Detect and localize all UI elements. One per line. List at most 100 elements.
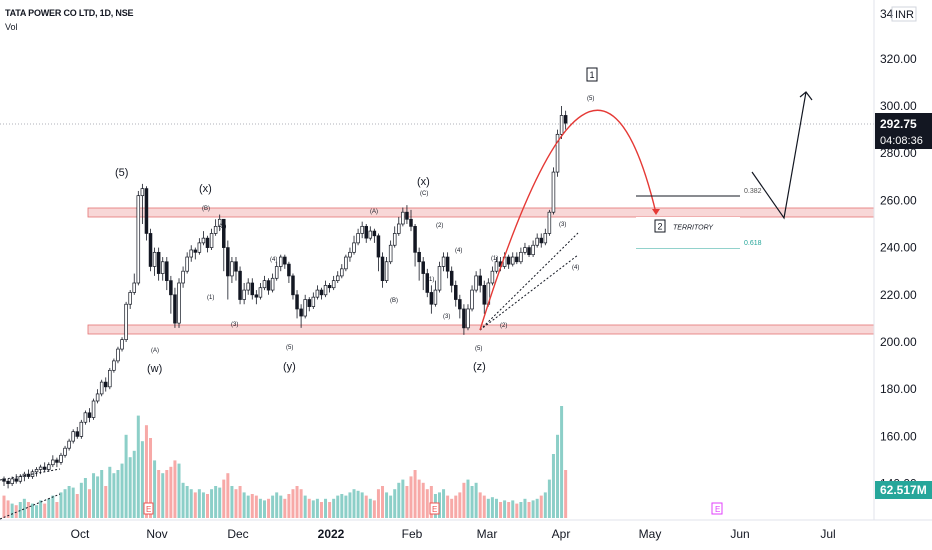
volume-bar — [372, 500, 376, 518]
earnings-marker[interactable] — [143, 502, 154, 515]
volume-bar — [450, 498, 454, 518]
candle-body — [555, 133, 560, 173]
volume-bar — [560, 406, 564, 518]
volume-bar — [328, 502, 332, 518]
volume-bar — [108, 466, 112, 518]
candle-body — [112, 360, 116, 371]
price-tick-label: 160.00 — [880, 429, 917, 443]
minor-label: (2) — [436, 223, 443, 229]
volume-bar — [385, 492, 389, 518]
future-earnings-marker[interactable] — [711, 502, 723, 515]
candle-body — [213, 226, 218, 234]
candle-body — [242, 289, 246, 300]
volume-bar — [482, 495, 486, 518]
candle-body — [217, 218, 222, 227]
candle-body — [421, 261, 425, 274]
time-tick-label: 2022 — [318, 527, 345, 541]
left-channel-lower — [0, 493, 61, 520]
minor-label: (5) — [286, 345, 293, 351]
candle-body — [535, 237, 539, 246]
volume-bar — [230, 486, 234, 518]
volume-bar — [397, 482, 401, 518]
volume-bar — [63, 489, 67, 518]
volume-bar — [409, 476, 413, 518]
volume-bar — [267, 498, 271, 518]
volume-bar — [360, 492, 364, 518]
candle-body — [335, 275, 340, 281]
volume-bar — [405, 486, 409, 518]
volume-bar — [368, 498, 372, 518]
volume-bar — [2, 495, 6, 518]
candle-body — [515, 256, 519, 263]
volume-bar — [193, 492, 197, 518]
candle-body — [543, 233, 548, 244]
candle-body — [295, 294, 299, 310]
time-tick-label: Mar — [477, 527, 498, 541]
candle-body — [433, 289, 438, 305]
candle-body — [250, 282, 255, 296]
price-tick-label: 300.00 — [880, 99, 917, 113]
volume-bar — [201, 492, 205, 518]
volume-bar — [246, 495, 250, 518]
volume-bar — [140, 441, 144, 518]
volume-bar — [429, 486, 433, 518]
volume-bar — [96, 476, 100, 518]
candle-body — [55, 459, 59, 463]
volume-bar — [564, 470, 568, 518]
candle-body — [299, 308, 303, 317]
volume-bar — [258, 498, 262, 518]
volume-bar — [47, 498, 51, 518]
candle-body — [120, 339, 124, 350]
volume-bar — [39, 500, 43, 518]
territory-label: TERRITORY — [673, 225, 714, 232]
minor-label: (1) — [491, 256, 498, 262]
minor-label: (C) — [420, 191, 428, 197]
candle-body — [169, 280, 173, 296]
candle-body — [152, 251, 157, 267]
candle-body — [99, 381, 104, 395]
volume-bar — [466, 479, 470, 518]
candle-body — [331, 280, 336, 289]
candle-body — [482, 285, 487, 305]
minor-label: (A) — [370, 209, 378, 215]
candle-body — [287, 263, 291, 277]
candle-body — [6, 480, 10, 484]
volume-bar — [287, 494, 291, 518]
time-axis[interactable]: Oct Nov Dec 2022 Feb Mar Apr May Jun Jul — [71, 527, 836, 541]
earnings-marker[interactable] — [429, 502, 440, 515]
volume-bar — [486, 498, 490, 518]
volume-bar — [279, 495, 283, 518]
candle-body — [445, 256, 450, 272]
earnings-marker-label: E — [146, 505, 151, 514]
candle-body — [409, 218, 413, 227]
price-axis[interactable]: 320.00 300.00 280.00 260.00 240.00 220.00 200.… — [880, 52, 917, 491]
candle-body — [405, 211, 409, 220]
volume-bar — [132, 450, 136, 518]
currency-label[interactable]: INR — [895, 9, 914, 21]
volume-bar — [547, 479, 551, 518]
candle-body — [356, 233, 360, 244]
minor-label: (5) — [475, 346, 482, 352]
volume-bar — [352, 489, 356, 518]
candle-body — [87, 412, 92, 418]
candle-body — [392, 233, 397, 246]
candle-body — [551, 171, 556, 213]
volume-bar — [503, 500, 507, 518]
candle-body — [384, 261, 389, 281]
projection-arrowhead — [652, 209, 660, 215]
candle-body — [372, 230, 377, 237]
candle-body — [470, 289, 474, 310]
volume-bar — [214, 486, 218, 518]
time-tick-label: Dec — [227, 527, 248, 541]
candle-body — [209, 233, 214, 248]
minor-label: (B) — [390, 298, 398, 304]
volume-bar — [177, 463, 181, 518]
candle-body — [539, 237, 543, 244]
volume-bar — [543, 492, 547, 518]
candles — [2, 106, 568, 489]
volume-indicator-label[interactable]: Vol — [5, 22, 18, 32]
candle-body — [83, 412, 88, 423]
candle-body — [323, 285, 328, 296]
volume-bar — [18, 502, 22, 518]
